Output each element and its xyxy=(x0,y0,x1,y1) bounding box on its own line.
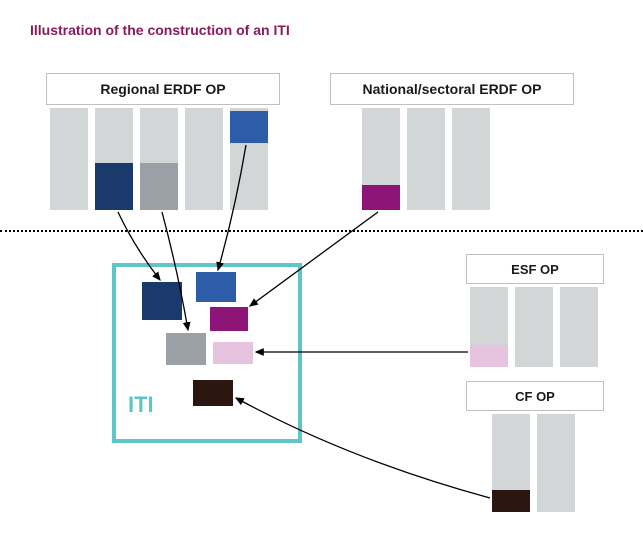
iti-label: ITI xyxy=(128,392,154,418)
bar xyxy=(560,287,598,367)
iti-block-iti-blue xyxy=(196,272,236,302)
header-regional: Regional ERDF OP xyxy=(46,73,280,105)
iti-block-iti-mag xyxy=(210,307,248,331)
source-block-reg-blue xyxy=(230,111,268,143)
bar xyxy=(515,287,553,367)
bar xyxy=(452,108,490,210)
source-block-esf-pink xyxy=(470,345,508,367)
source-block-reg-navy xyxy=(95,163,133,210)
iti-block-iti-brown xyxy=(193,380,233,406)
iti-block-iti-navy xyxy=(142,282,182,320)
iti-block-iti-grey xyxy=(166,333,206,365)
source-block-reg-grey xyxy=(140,163,178,210)
header-cf: CF OP xyxy=(466,381,604,411)
bar xyxy=(185,108,223,210)
separator-line xyxy=(0,230,643,232)
diagram-title: Illustration of the construction of an I… xyxy=(30,22,290,38)
source-block-cf-brown xyxy=(492,490,530,512)
header-esf: ESF OP xyxy=(466,254,604,284)
bar xyxy=(407,108,445,210)
bar xyxy=(50,108,88,210)
bar xyxy=(537,414,575,512)
iti-block-iti-pink xyxy=(213,342,253,364)
source-block-nat-mag xyxy=(362,185,400,210)
header-national: National/sectoral ERDF OP xyxy=(330,73,574,105)
